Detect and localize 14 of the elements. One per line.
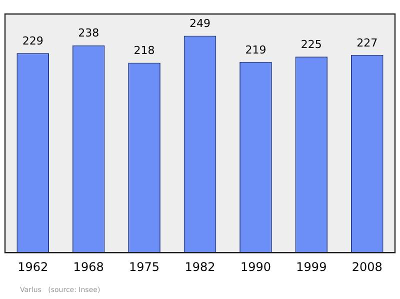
data-label: 227 [356, 36, 378, 50]
data-label: 249 [190, 17, 210, 30]
x-tick-label: 1990 [240, 260, 271, 274]
data-label: 238 [78, 26, 100, 40]
x-tick-label: 1975 [129, 260, 160, 274]
x-tick-label: 1982 [184, 260, 216, 274]
x-tick-label: 1968 [73, 260, 104, 274]
data-label: 225 [300, 38, 322, 52]
x-tick-label: 1962 [18, 260, 48, 274]
data-label: 218 [134, 44, 155, 58]
data-label: 219 [245, 43, 266, 56]
data-label: 229 [22, 34, 44, 48]
x-tick-label: 1999 [296, 260, 327, 274]
x-tick-label: 2008 [352, 260, 382, 274]
